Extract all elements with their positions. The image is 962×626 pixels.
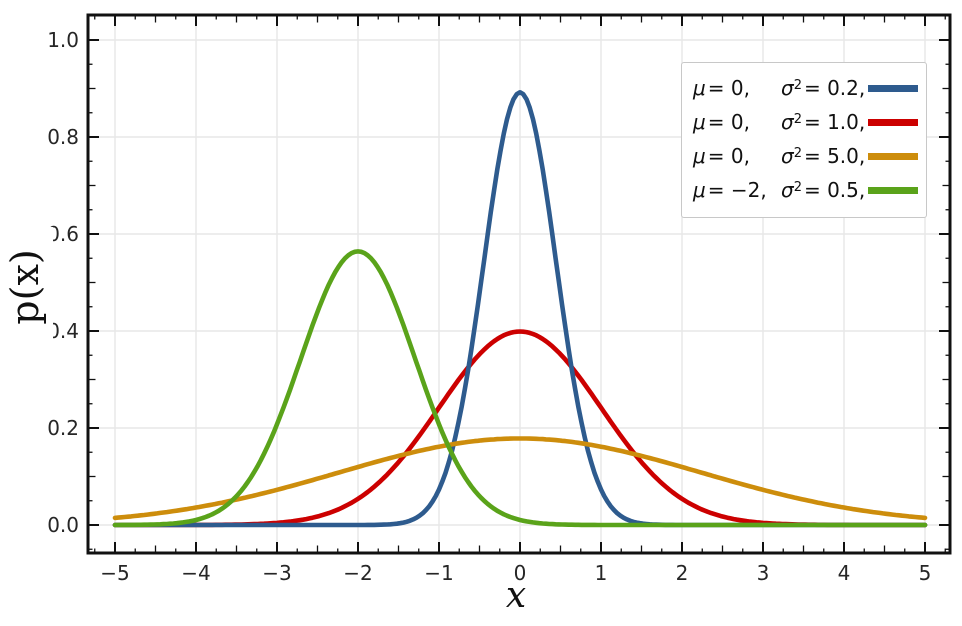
- legend-mu-text: μ = 0,: [693, 76, 750, 100]
- y-axis-label: p(x): [3, 249, 47, 325]
- legend: μ = 0, σ 2 = 0.2, μ = 0, σ 2 = 1.0, μ = 0, σ 2 = …: [681, 62, 927, 218]
- legend-entry-sigma2-0.2: μ = 0, σ 2 = 0.2,: [693, 71, 918, 105]
- curve-=2=0.5: [112, 249, 928, 528]
- x-axis-label: x: [505, 575, 527, 616]
- legend-sigma-text: σ 2 = 0.2,: [781, 76, 866, 100]
- axes-frame: [86, 13, 952, 555]
- legend-mu-text: μ = 0,: [693, 144, 750, 168]
- legend-sigma-text: σ 2 = 5.0,: [781, 144, 866, 168]
- legend-mu-text: μ = 0,: [693, 110, 750, 134]
- legend-swatch-green: [868, 186, 918, 194]
- legend-entry-mu-minus2: μ = −2, σ 2 = 0.5,: [693, 173, 918, 207]
- legend-entry-sigma2-1.0: μ = 0, σ 2 = 1.0,: [693, 105, 918, 139]
- legend-sigma-text: σ 2 = 1.0,: [781, 110, 866, 134]
- legend-swatch-orange: [868, 152, 918, 160]
- legend-entry-sigma2-5.0: μ = 0, σ 2 = 5.0,: [693, 139, 918, 173]
- legend-mu-text: μ = −2,: [693, 178, 767, 202]
- legend-sigma-text: σ 2 = 0.5,: [781, 178, 866, 202]
- curve-=0=5.0: [112, 436, 928, 521]
- legend-swatch-red: [868, 118, 918, 126]
- ylabel-backdrop: [0, 227, 53, 349]
- legend-swatch-blue: [868, 84, 918, 92]
